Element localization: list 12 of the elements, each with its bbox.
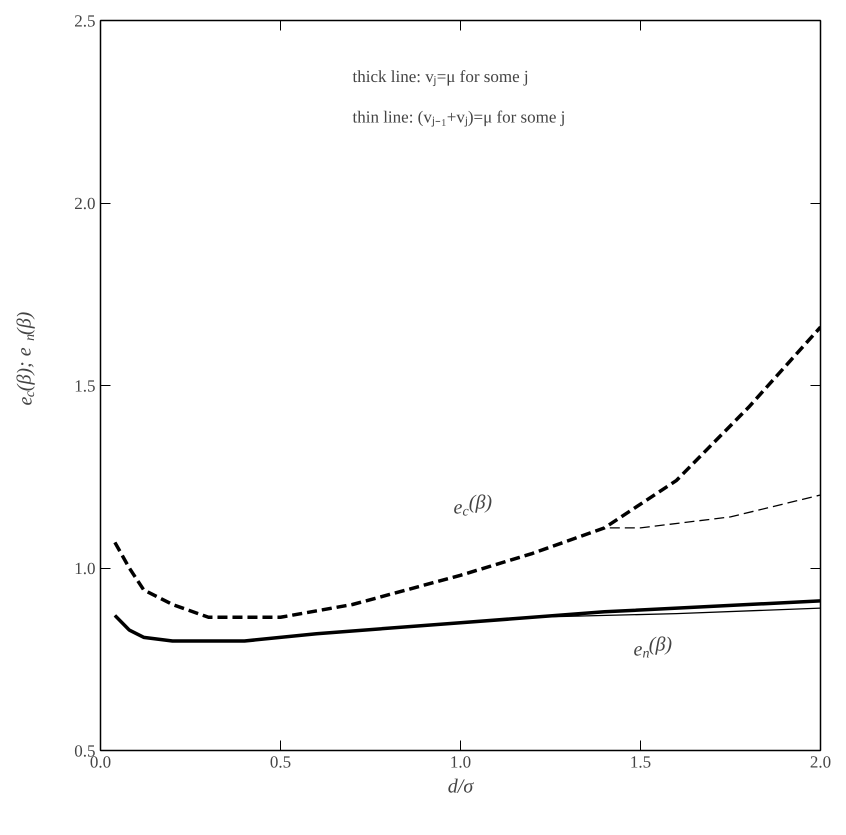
y-tick-label: 2.5: [74, 12, 96, 30]
y-tick-label: 1.0: [74, 559, 96, 578]
x-tick-label: 0.5: [270, 752, 292, 772]
x-axis-title: d/σ: [448, 776, 474, 798]
annotation: thick line: vⱼ=μ for some j: [352, 67, 529, 88]
x-tick-label: 1.5: [630, 752, 652, 772]
y-tick-label: 1.5: [74, 376, 96, 396]
x-tick-label: 1.0: [450, 752, 472, 772]
annotation: thin line: (vⱼ₋₁+vⱼ)=μ for some j: [352, 107, 566, 128]
y-tick-label: 2.0: [74, 194, 96, 213]
x-tick-label: 2.0: [810, 752, 832, 772]
y-axis-title: ec(β); en(β): [14, 311, 38, 406]
